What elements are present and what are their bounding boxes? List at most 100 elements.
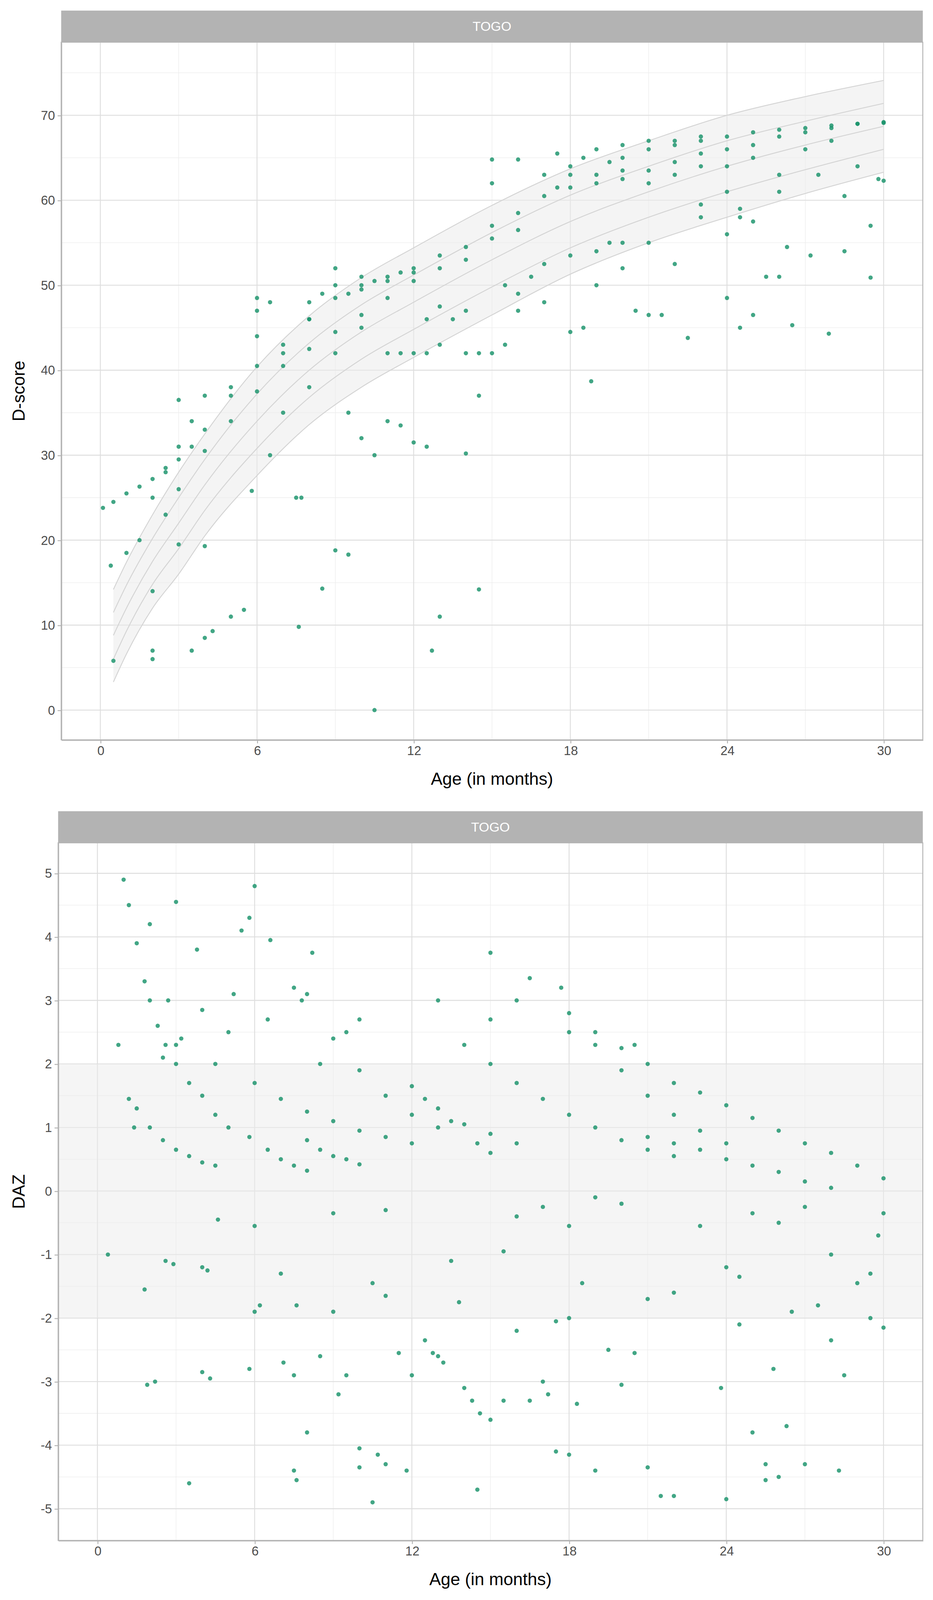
point: [463, 451, 468, 456]
point: [294, 495, 299, 500]
point: [252, 1223, 257, 1228]
point: [126, 902, 131, 908]
point: [724, 1141, 729, 1146]
axis-line: [61, 42, 63, 741]
point: [435, 1125, 441, 1130]
point: [189, 419, 194, 424]
grid-line-minor: [178, 42, 179, 740]
marks: [100, 80, 886, 712]
point: [202, 635, 207, 640]
point: [305, 1168, 310, 1173]
point: [173, 1147, 179, 1152]
point: [305, 1430, 310, 1435]
point: [789, 1309, 794, 1314]
point: [346, 410, 351, 415]
point: [515, 291, 521, 296]
point: [147, 921, 152, 926]
point: [776, 1128, 781, 1133]
point: [829, 1150, 834, 1155]
reference-band: [58, 1063, 923, 1319]
panel-background: [58, 842, 923, 1541]
point: [108, 563, 113, 568]
tick: 40: [41, 362, 62, 378]
point: [503, 342, 508, 347]
point: [383, 1461, 388, 1467]
point: [529, 274, 534, 279]
tick-label: 6: [253, 743, 261, 758]
point: [685, 335, 691, 341]
point: [370, 1280, 375, 1285]
point: [553, 1448, 559, 1454]
point: [155, 1023, 160, 1028]
point: [750, 1163, 755, 1168]
point: [265, 1016, 270, 1022]
tick-label: -5: [40, 1501, 52, 1516]
point: [398, 270, 403, 275]
point: [475, 1141, 480, 1146]
point: [540, 1204, 546, 1209]
point: [437, 614, 443, 619]
grid-line-minor: [58, 904, 923, 905]
grid-line: [569, 42, 571, 740]
point: [176, 444, 181, 449]
point: [462, 1385, 467, 1390]
point: [171, 1261, 176, 1267]
grid-line-minor: [58, 1349, 923, 1350]
tick-label: 70: [41, 108, 56, 123]
point: [359, 287, 364, 292]
point: [160, 1137, 166, 1142]
point: [542, 299, 547, 305]
tick-mark: [570, 739, 571, 744]
point: [320, 291, 325, 296]
point: [344, 1029, 349, 1035]
point: [568, 172, 573, 177]
point: [409, 1112, 414, 1117]
tick-mark: [256, 739, 258, 744]
point: [213, 1163, 218, 1168]
point: [226, 1029, 231, 1035]
tick-mark: [57, 710, 62, 711]
point: [489, 181, 495, 186]
tick-mark: [100, 739, 102, 744]
point: [437, 304, 443, 309]
point: [724, 1102, 729, 1108]
tick: 6: [253, 739, 261, 758]
chart: 0612182430-5-4-3-2-1012345Age (in months…: [8, 811, 924, 1589]
point: [868, 223, 873, 228]
grid-line: [61, 199, 923, 201]
point: [344, 1372, 349, 1378]
tick-label: 24: [719, 1543, 734, 1558]
tick-mark: [54, 1381, 59, 1383]
point: [359, 325, 364, 330]
point: [278, 1271, 284, 1276]
point: [784, 1423, 789, 1428]
tick-label: 0: [94, 1543, 102, 1558]
point: [202, 427, 207, 432]
point: [137, 484, 142, 489]
point: [147, 998, 152, 1003]
grid-line-minor: [61, 412, 923, 413]
point: [142, 979, 147, 984]
tick-mark: [97, 1540, 99, 1544]
point: [357, 1067, 362, 1073]
point: [463, 308, 468, 313]
point: [645, 1134, 650, 1139]
point: [409, 1141, 414, 1146]
point: [100, 505, 106, 511]
point: [527, 1398, 532, 1403]
point: [633, 308, 638, 313]
point: [317, 1353, 323, 1358]
tick: 18: [563, 739, 578, 758]
point: [202, 544, 207, 549]
point: [252, 1309, 257, 1314]
panel-border: [58, 842, 923, 1541]
tick-label: 2: [44, 1056, 52, 1071]
point: [645, 1061, 650, 1066]
point: [476, 393, 482, 398]
point: [424, 444, 429, 449]
point: [463, 257, 468, 262]
y-axis-title: D-score: [8, 360, 29, 422]
grid: [58, 842, 923, 1541]
point: [105, 1252, 111, 1257]
point: [280, 410, 286, 415]
